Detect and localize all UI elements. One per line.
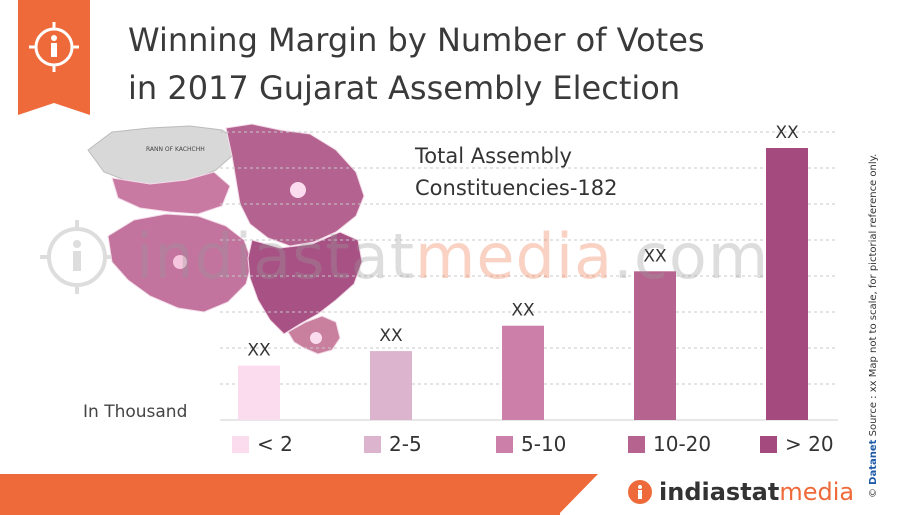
- total-constituencies-note: Total Assembly Constituencies-182: [415, 140, 618, 204]
- total-line-1: Total Assembly: [415, 144, 572, 168]
- info-badge: [18, 0, 90, 115]
- watermark-part-3: .com: [613, 220, 770, 293]
- watermark-part-1: indiastat: [136, 220, 416, 293]
- watermark-part-2: media: [415, 220, 614, 293]
- source-text: Source : xx Map not to scale, for pictor…: [868, 153, 879, 440]
- data-label-1: XX: [247, 341, 271, 361]
- legend-swatch: [760, 435, 777, 453]
- source-note: © Datanet Source : xx Map not to scale, …: [868, 154, 879, 498]
- total-line-2: Constituencies-182: [415, 176, 618, 200]
- central-gujarat-region: [247, 231, 363, 335]
- legend-item-5: > 20: [760, 432, 834, 456]
- title-line-1: Winning Margin by Number of Votes: [128, 21, 705, 59]
- source-prefix: ©: [868, 484, 879, 498]
- bar-4: [634, 271, 676, 420]
- bar-5: [766, 148, 808, 420]
- watermark-text: indiastatmedia.com: [38, 220, 769, 293]
- legend-swatch: [496, 435, 513, 453]
- brand-name: indiastatmedia: [659, 478, 854, 506]
- legend-swatch: [232, 435, 249, 453]
- bar-1: [238, 365, 280, 420]
- legend-item-2: 2-5: [364, 432, 422, 456]
- map-light-spot: [173, 255, 187, 269]
- info-icon: [29, 22, 79, 72]
- legend-item-1: < 2: [232, 432, 293, 456]
- map-label: RANN OF KACHCHH: [146, 146, 205, 153]
- data-label-4: XX: [643, 246, 667, 266]
- map-light-spot: [310, 332, 322, 344]
- map-light-spot: [290, 182, 306, 198]
- data-label-2: XX: [379, 326, 403, 346]
- legend-label: > 20: [785, 432, 834, 456]
- unit-label: In Thousand: [83, 402, 188, 422]
- bar-2: [370, 351, 412, 420]
- bar-3: [502, 325, 544, 420]
- legend-label: 5-10: [521, 432, 567, 456]
- legend-label: 10-20: [653, 432, 712, 456]
- kutch-district: [111, 171, 231, 215]
- footer-bar-tail: [558, 474, 598, 515]
- source-brand: Datanet: [868, 439, 879, 485]
- brand-part-1: indiastat: [659, 478, 780, 506]
- brand-info-icon: [628, 480, 652, 504]
- badge-notch: [18, 103, 90, 115]
- legend-swatch: [628, 435, 645, 453]
- data-label-3: XX: [511, 301, 535, 321]
- brand-part-2: media: [779, 478, 855, 506]
- chart-title: Winning Margin by Number of Votes in 201…: [128, 16, 705, 112]
- legend-label: < 2: [257, 432, 293, 456]
- data-label-5: XX: [775, 123, 799, 143]
- legend-item-3: 5-10: [496, 432, 566, 456]
- legend-label: 2-5: [389, 432, 422, 456]
- legend-swatch: [364, 435, 381, 453]
- chart-bars: [238, 148, 808, 420]
- chart-data-labels: XX XX XX XX XX: [247, 123, 799, 361]
- brand-logo: indiastatmedia: [627, 474, 854, 510]
- footer-bar: [0, 474, 560, 515]
- title-line-2: in 2017 Gujarat Assembly Election: [128, 69, 681, 107]
- gujarat-map: RANN OF KACHCHH: [87, 123, 365, 355]
- legend-item-4: 10-20: [628, 432, 711, 456]
